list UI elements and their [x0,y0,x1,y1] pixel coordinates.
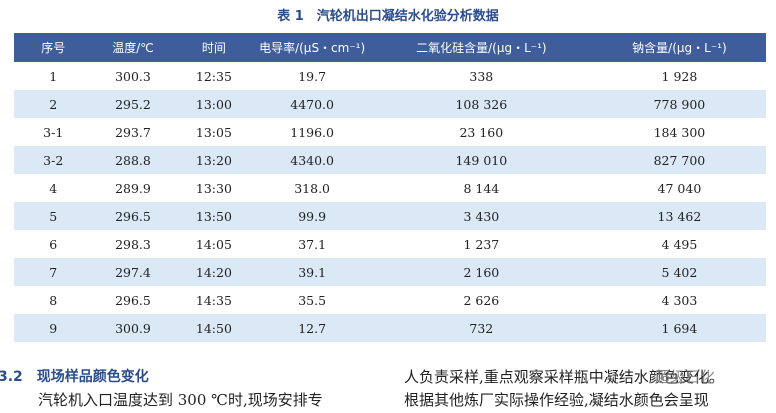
header-row: 序号 温度/℃ 时间 电导率/(μS・cm⁻¹) 二氧化硅含量/(μg・L⁻¹) 钠含量/… [14,33,766,62]
table-cell: 108 326 [369,90,593,118]
table-cell: 39.1 [254,258,370,286]
table-cell: 3-2 [14,146,93,174]
table-cell: 14:20 [173,258,255,286]
table-cell: 4 303 [661,292,698,308]
table-cell: 4470.0 [254,90,370,118]
table-cell: 8 [49,292,58,308]
table-cell: 1 928 [661,68,698,84]
table-row: 3-1 293.7 13:05 1196.0 23 160 184 300 [14,118,766,146]
table-caption: 表 1 汽轮机出口凝结水化验分析数据 [277,9,499,24]
table-cell: 12.7 [254,314,370,342]
header-cell: 钠含量/(μg・L⁻¹) [592,33,766,62]
table-cell: 13:30 [195,180,232,196]
table-cell: 23 160 [459,124,504,140]
paragraph-line: 根据其他炼厂实际操作经验,凝结水颜色会呈现 [404,391,709,409]
table-cell: 288.8 [92,146,174,174]
table-cell: 8 144 [463,180,500,196]
header-cell: 序号 [14,33,93,62]
table-cell: 297.4 [92,258,174,286]
table-row: 5 296.5 13:50 99.9 3 430 13 462 [14,202,766,230]
header-cell: 温度/℃ [92,33,174,62]
table-cell: 4 495 [661,236,698,252]
watermark: 超级石化 [655,368,716,386]
table-cell: 13:05 [195,124,232,140]
table-cell: 35.5 [298,292,327,308]
table-cell: 295.2 [92,90,174,118]
table-cell: 296.5 [92,202,174,230]
table-cell: 296.5 [115,292,151,308]
table-cell: 149 010 [369,146,593,174]
table-row: 4 289.9 13:30 318.0 8 144 47 040 [14,174,766,202]
paragraph-line: 汽轮机入口温度达到 300 ℃时,现场安排专 [38,391,323,409]
header-cell: 电导率/(μS・cm⁻¹) [254,33,370,62]
table-cell: 37.1 [298,236,327,252]
table-cell: 14:05 [195,236,232,252]
table-body: 1 300.3 12:35 19.7 338 1 928 2 295.2 13:00 4470.0… [14,62,766,342]
table-cell: 4340.0 [254,146,370,174]
table-row: 3-2 288.8 13:20 4340.0 149 010 827 700 [14,146,766,174]
table-cell: 13 462 [592,202,766,230]
table-cell: 19.7 [298,68,327,84]
table-cell: 300.9 [92,314,174,342]
table-cell: 47 040 [657,180,702,196]
section-heading: 3.2 现场样品颜色变化 [0,369,149,385]
table-cell: 9 [14,314,93,342]
table-cell: 13:00 [173,90,255,118]
table-cell: 1 [49,68,58,84]
table-cell: 1196.0 [290,124,334,140]
table-cell: 2 160 [369,258,593,286]
table-cell: 3-1 [43,124,64,140]
table-cell: 1 694 [592,314,766,342]
data-table: 序号 温度/℃ 时间 电导率/(μS・cm⁻¹) 二氧化硅含量/(μg・L⁻¹) 钠含量/… [14,33,766,342]
table-cell: 1 237 [463,236,500,252]
table-cell: 14:35 [195,292,232,308]
table-cell: 293.7 [115,124,151,140]
table-cell: 5 402 [592,258,766,286]
header-cell: 二氧化硅含量/(μg・L⁻¹) [369,33,593,62]
table-cell: 6 [49,236,58,252]
table-cell: 778 900 [592,90,766,118]
table-row: 2 295.2 13:00 4470.0 108 326 778 900 [14,90,766,118]
table-cell: 14:50 [173,314,255,342]
table-row: 1 300.3 12:35 19.7 338 1 928 [14,62,766,90]
table-cell: 298.3 [115,236,151,252]
table-cell: 13:20 [173,146,255,174]
table-row: 9 300.9 14:50 12.7 732 1 694 [14,314,766,342]
table-row: 8 296.5 14:35 35.5 2 626 4 303 [14,286,766,314]
table-cell: 4 [49,180,58,196]
table-cell: 289.9 [115,180,151,196]
table-cell: 300.3 [115,68,151,84]
table-row: 7 297.4 14:20 39.1 2 160 5 402 [14,258,766,286]
table-row: 6 298.3 14:05 37.1 1 237 4 495 [14,230,766,258]
table-cell: 12:35 [195,68,232,84]
table-cell: 13:50 [173,202,255,230]
table-cell: 338 [469,68,494,84]
header-cell: 时间 [173,33,255,62]
table-cell: 184 300 [653,124,706,140]
table-cell: 99.9 [254,202,370,230]
table-cell: 7 [14,258,93,286]
table-cell: 3 430 [369,202,593,230]
table-cell: 2 626 [463,292,500,308]
table-cell: 827 700 [592,146,766,174]
table-cell: 732 [369,314,593,342]
table-cell: 5 [14,202,93,230]
table-cell: 318.0 [294,180,331,196]
table-cell: 2 [14,90,93,118]
paragraph-line: 人负责采样,重点观察采样瓶中凝结水颜色变化。 [404,368,724,386]
